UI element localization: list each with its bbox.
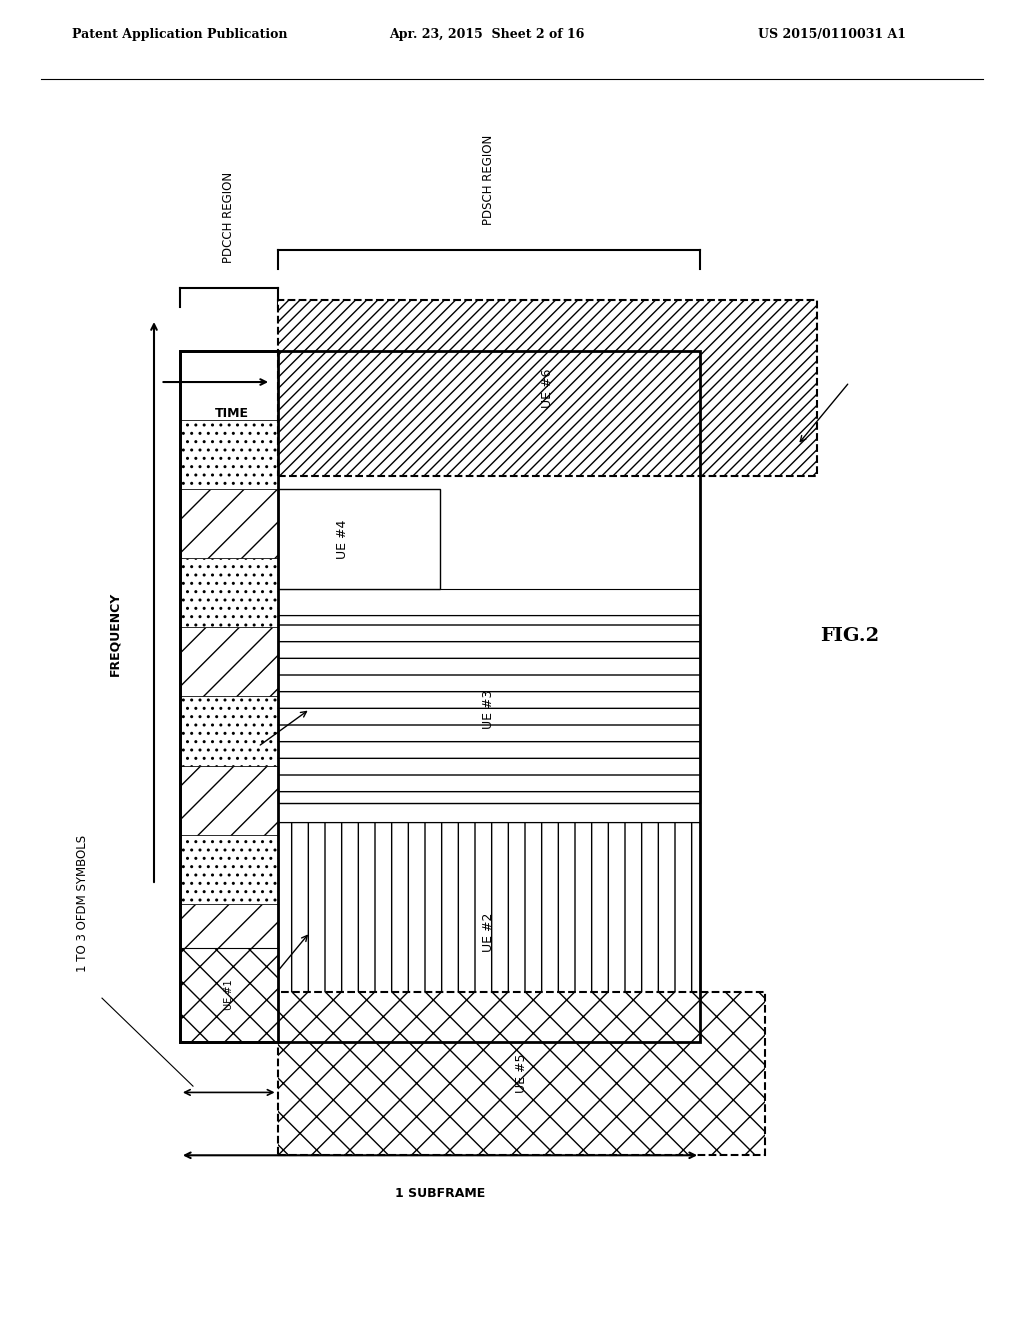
Text: US 2015/0110031 A1: US 2015/0110031 A1 xyxy=(758,28,906,41)
Text: UE #2: UE #2 xyxy=(482,912,496,952)
Text: UE #4: UE #4 xyxy=(336,520,349,558)
Bar xyxy=(180,904,278,973)
Bar xyxy=(180,948,278,1041)
Bar xyxy=(180,558,278,627)
Text: FREQUENCY: FREQUENCY xyxy=(109,591,122,676)
Bar xyxy=(180,834,278,904)
Bar xyxy=(180,973,278,1041)
Bar xyxy=(180,351,278,1041)
Bar xyxy=(180,697,278,766)
Bar xyxy=(278,822,700,1041)
Bar xyxy=(278,488,440,590)
Text: Apr. 23, 2015  Sheet 2 of 16: Apr. 23, 2015 Sheet 2 of 16 xyxy=(389,28,585,41)
Bar xyxy=(278,615,700,804)
Bar xyxy=(278,590,700,615)
Bar xyxy=(180,351,700,1041)
Bar xyxy=(180,420,278,488)
Bar xyxy=(180,488,278,558)
Bar xyxy=(278,991,765,1155)
Bar xyxy=(180,766,278,834)
Text: UE #6: UE #6 xyxy=(541,368,554,408)
Text: UE #5: UE #5 xyxy=(515,1053,527,1093)
Bar xyxy=(180,627,278,697)
Text: UE #3: UE #3 xyxy=(482,689,496,729)
Bar xyxy=(278,804,700,822)
Text: FIG.2: FIG.2 xyxy=(820,627,880,645)
Text: 1 TO 3 OFDM SYMBOLS: 1 TO 3 OFDM SYMBOLS xyxy=(76,836,89,973)
Bar xyxy=(278,301,817,477)
Text: Patent Application Publication: Patent Application Publication xyxy=(72,28,287,41)
Text: TIME: TIME xyxy=(215,407,249,420)
Text: PDCCH REGION: PDCCH REGION xyxy=(222,172,236,263)
Text: UE #1: UE #1 xyxy=(224,979,233,1010)
Bar xyxy=(180,351,278,420)
Text: PDSCH REGION: PDSCH REGION xyxy=(482,135,496,224)
Text: 1 SUBFRAME: 1 SUBFRAME xyxy=(395,1187,485,1200)
